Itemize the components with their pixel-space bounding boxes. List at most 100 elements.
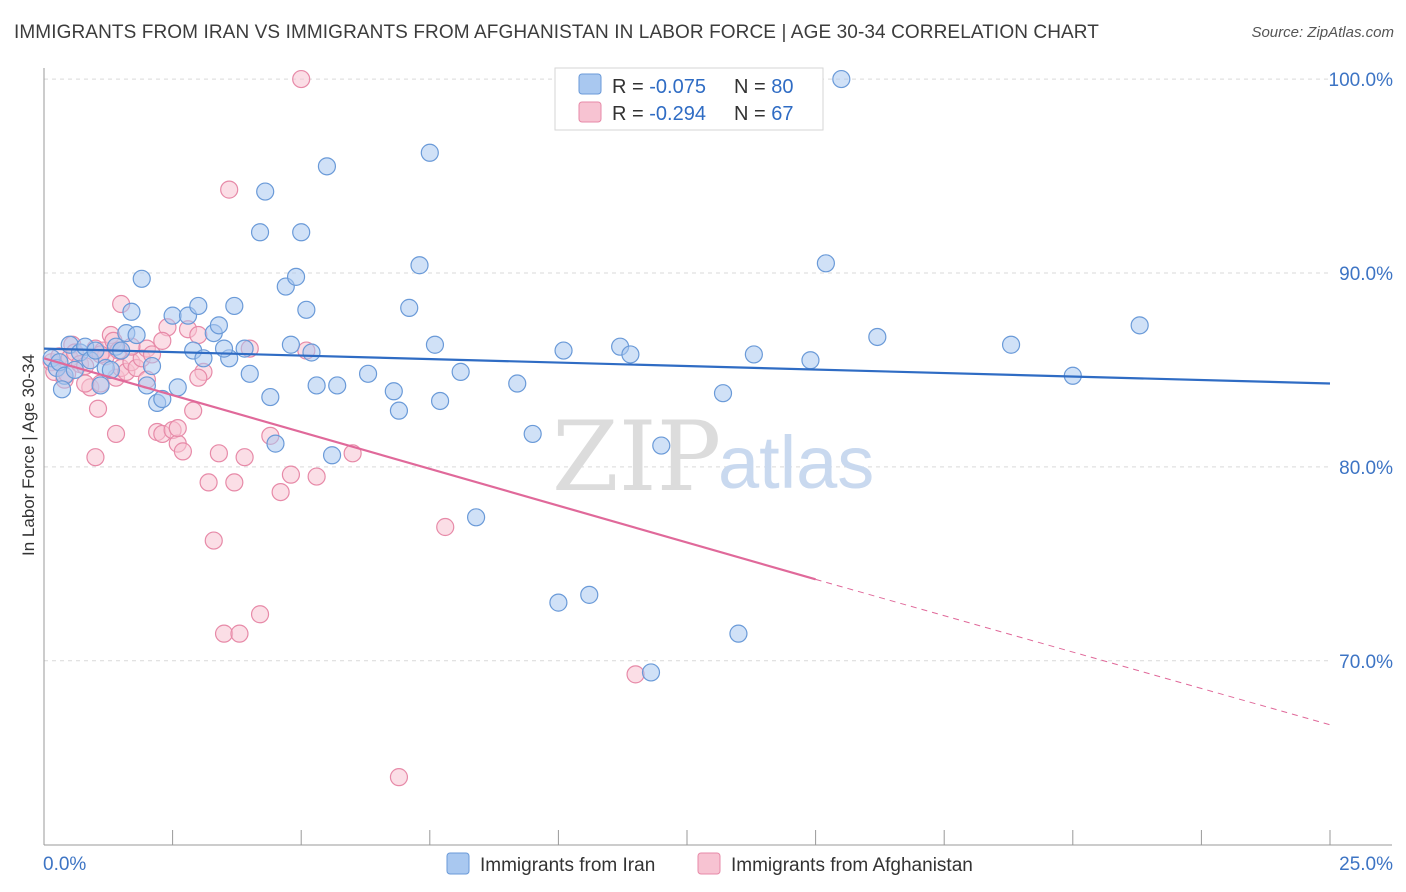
trend-line-afghanistan <box>43 357 816 581</box>
data-point-iran <box>420 143 439 162</box>
data-point-iran <box>168 378 187 397</box>
data-point-afghanistan <box>250 605 270 624</box>
chart-title: IMMIGRANTS FROM IRAN VS IMMIGRANTS FROM … <box>14 22 1099 43</box>
data-point-iran <box>652 436 671 455</box>
data-point-iran <box>317 157 337 176</box>
chart-source: Source: ZipAtlas.com <box>1251 24 1394 41</box>
data-point-iran <box>713 384 733 403</box>
bottom-legend-swatch-iran <box>446 852 470 875</box>
legend-iran-r-value: -0.075 <box>649 76 706 98</box>
data-point-iran <box>400 298 419 317</box>
data-point-afghanistan <box>88 399 108 418</box>
bottom-legend-iran-label: Immigrants from Iran <box>480 855 655 876</box>
data-point-iran <box>209 316 228 335</box>
data-point-afghanistan <box>86 448 105 467</box>
data-point-afghanistan <box>271 482 290 502</box>
data-point-iran <box>466 508 486 527</box>
bottom-legend: Immigrants from Iran Immigrants from Afg… <box>446 852 973 876</box>
data-point-iran <box>132 269 151 288</box>
data-point-iran <box>523 424 542 444</box>
top-legend: R = -0.075 N = 80 R = -0.294 N = 67 <box>554 67 824 131</box>
data-point-afghanistan <box>235 448 254 467</box>
data-point-iran <box>554 341 573 360</box>
data-point-iran <box>292 223 311 242</box>
legend-iran-r-label: R = <box>612 76 649 98</box>
legend-afg-r-value: -0.294 <box>649 103 706 125</box>
data-point-iran <box>744 345 763 364</box>
data-point-iran <box>153 389 172 409</box>
data-point-iran <box>52 380 72 399</box>
data-point-afghanistan <box>436 517 455 537</box>
watermark-atlas: atlas <box>718 421 874 504</box>
data-point-iran <box>281 335 301 354</box>
data-point-afghanistan <box>214 624 234 643</box>
legend-iran-n-value: 80 <box>771 76 793 98</box>
data-point-iran <box>832 69 851 89</box>
data-point-iran <box>1130 316 1149 335</box>
data-point-iran <box>816 254 835 273</box>
data-point-afghanistan <box>389 768 409 787</box>
data-point-afghanistan <box>173 442 192 461</box>
legend-afg-r-label: R = <box>612 103 649 125</box>
data-point-afghanistan <box>626 665 645 684</box>
data-point-afghanistan <box>199 473 218 492</box>
y-axis-label: In Labor Force | Age 30-34 <box>19 354 38 556</box>
data-point-afghanistan <box>225 473 244 492</box>
data-point-iran <box>240 364 259 383</box>
legend-afg-n: N = 67 <box>734 103 794 125</box>
data-point-iran <box>302 343 321 362</box>
data-point-iran <box>580 585 599 604</box>
axes <box>43 68 1392 846</box>
bottom-legend-swatch-afghanistan <box>697 852 721 875</box>
watermark: ZIP atlas <box>552 401 874 513</box>
data-point-iran <box>641 663 661 682</box>
data-point-iran <box>297 300 316 319</box>
series-iran-points <box>42 69 1149 682</box>
watermark-zip: ZIP <box>552 401 721 513</box>
data-point-iran <box>328 376 347 395</box>
data-point-iran <box>729 624 748 643</box>
data-point-afghanistan <box>204 531 223 550</box>
legend-iran-n-label: N = <box>734 76 771 98</box>
trend-line-iran <box>43 347 1331 385</box>
trend-line-afghanistan-extension <box>815 578 1331 726</box>
legend-swatch-afghanistan <box>578 101 602 123</box>
data-point-afghanistan <box>307 467 326 486</box>
data-point-iran <box>425 335 445 354</box>
data-point-iran <box>91 376 110 395</box>
data-point-iran <box>266 434 285 453</box>
y-tick-label: 100.0% <box>1329 70 1394 91</box>
grid-lines <box>44 78 1330 662</box>
data-point-afghanistan <box>106 424 126 444</box>
data-point-iran <box>410 256 429 275</box>
data-point-afghanistan <box>189 368 208 387</box>
data-point-iran <box>801 351 820 370</box>
data-point-iran <box>389 401 409 420</box>
legend-afg-row: R = -0.294 <box>612 103 706 125</box>
data-point-afghanistan <box>168 419 187 438</box>
data-point-iran <box>286 267 306 286</box>
data-point-afghanistan <box>184 401 203 420</box>
data-point-afghanistan <box>220 180 239 199</box>
data-point-afghanistan <box>230 624 249 643</box>
data-point-afghanistan <box>281 465 301 484</box>
trend-lines <box>43 347 1331 726</box>
data-point-afghanistan <box>189 325 208 345</box>
legend-iran-row: R = -0.075 <box>612 76 706 98</box>
legend-afg-n-value: 67 <box>771 103 793 125</box>
data-point-iran <box>225 296 244 316</box>
data-point-iran <box>142 356 162 376</box>
legend-iran-n: N = 80 <box>734 76 794 98</box>
data-point-iran <box>250 223 270 242</box>
data-point-afghanistan <box>209 444 228 463</box>
data-point-afghanistan <box>153 331 172 350</box>
y-tick-labels: 70.0% 80.0% 90.0% 100.0% <box>1329 70 1394 673</box>
data-point-iran <box>256 182 275 201</box>
x-tick-label-min: 0.0% <box>43 854 86 875</box>
data-point-iran <box>322 446 342 465</box>
data-point-iran <box>358 364 378 383</box>
y-tick-label: 90.0% <box>1339 264 1393 285</box>
bottom-legend-afg-label: Immigrants from Afghanistan <box>731 855 973 876</box>
data-point-iran <box>127 325 146 345</box>
data-point-afghanistan <box>292 69 311 89</box>
